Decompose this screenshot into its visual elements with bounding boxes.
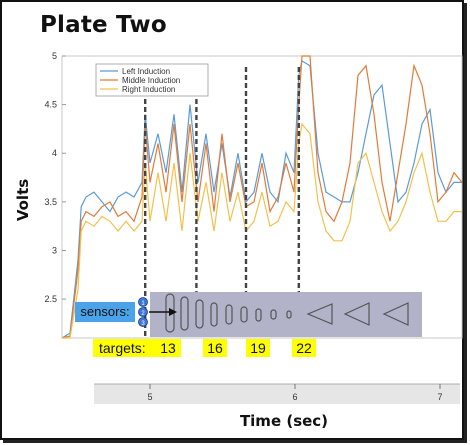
- legend-label-right: Right Induction: [122, 85, 175, 94]
- target-value-19: 19: [246, 339, 270, 357]
- triangle-shape: [306, 303, 333, 325]
- legend: Left Induction Middle Induction Right In…: [95, 63, 209, 97]
- sensor-markers: 1 2 3: [138, 297, 177, 327]
- sensor-number: 2: [141, 311, 145, 317]
- legend-label-left: Left Induction: [122, 67, 170, 76]
- y-tick-label: 4: [52, 148, 57, 158]
- sensor-circle: [138, 297, 148, 307]
- target-shape: [210, 302, 218, 327]
- y-ticks: 2.5 3 3.5 4 4.5 5: [44, 51, 66, 304]
- y-tick-label: 5: [52, 51, 57, 61]
- target-shape: [286, 310, 292, 319]
- plot-area: [61, 55, 463, 339]
- target-shape: [240, 306, 248, 323]
- target-value-13: 13: [156, 339, 180, 357]
- sensors-label: sensors:: [75, 302, 135, 322]
- sensor-number: 1: [141, 301, 145, 307]
- target-value-16: 16: [203, 339, 227, 357]
- x-tick-label: 6: [292, 392, 297, 402]
- legend-label-middle: Middle Induction: [122, 76, 180, 85]
- chart-title: Plate Two: [40, 12, 167, 38]
- y-axis-title: Volts: [14, 179, 32, 221]
- sensor-circle: [138, 317, 148, 327]
- x-axis-strip: [94, 384, 460, 404]
- x-ticks: 5 6 7: [147, 384, 443, 402]
- y-tick-label: 4.5: [44, 100, 57, 110]
- target-value-22: 22: [292, 339, 316, 357]
- series-line-left-induction: [61, 59, 462, 339]
- series-line-right-induction: [62, 122, 462, 339]
- y-tick-label: 2.5: [44, 294, 57, 304]
- sensor-number: 3: [141, 321, 145, 327]
- triangle-shape: [382, 302, 409, 326]
- triangle-shape: [343, 302, 370, 326]
- sensor-circle: [138, 307, 148, 317]
- y-tick-label: 3: [52, 245, 57, 255]
- target-diagram-band: [150, 292, 422, 337]
- y-tick-label: 3.5: [44, 197, 57, 207]
- sensor-arrowhead: [169, 308, 177, 316]
- x-tick-label: 5: [147, 392, 152, 402]
- target-shape: [180, 296, 189, 331]
- series-layer: [61, 55, 463, 339]
- target-shape: [270, 309, 277, 320]
- x-tick-label: 7: [437, 392, 442, 402]
- target-shape: [225, 304, 233, 325]
- series-line-middle-induction: [61, 55, 463, 339]
- target-shape: [195, 299, 204, 329]
- target-shape: [255, 308, 262, 322]
- x-axis-title: Time (sec): [240, 412, 328, 430]
